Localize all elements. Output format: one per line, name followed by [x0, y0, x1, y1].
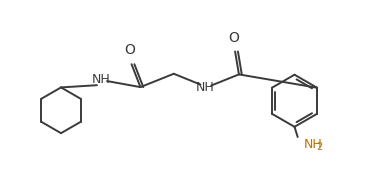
Text: 2: 2 [316, 142, 322, 152]
Text: NH: NH [92, 73, 111, 86]
Text: NH: NH [304, 138, 323, 151]
Text: O: O [125, 43, 135, 57]
Text: O: O [228, 31, 239, 45]
Text: NH: NH [196, 81, 215, 94]
